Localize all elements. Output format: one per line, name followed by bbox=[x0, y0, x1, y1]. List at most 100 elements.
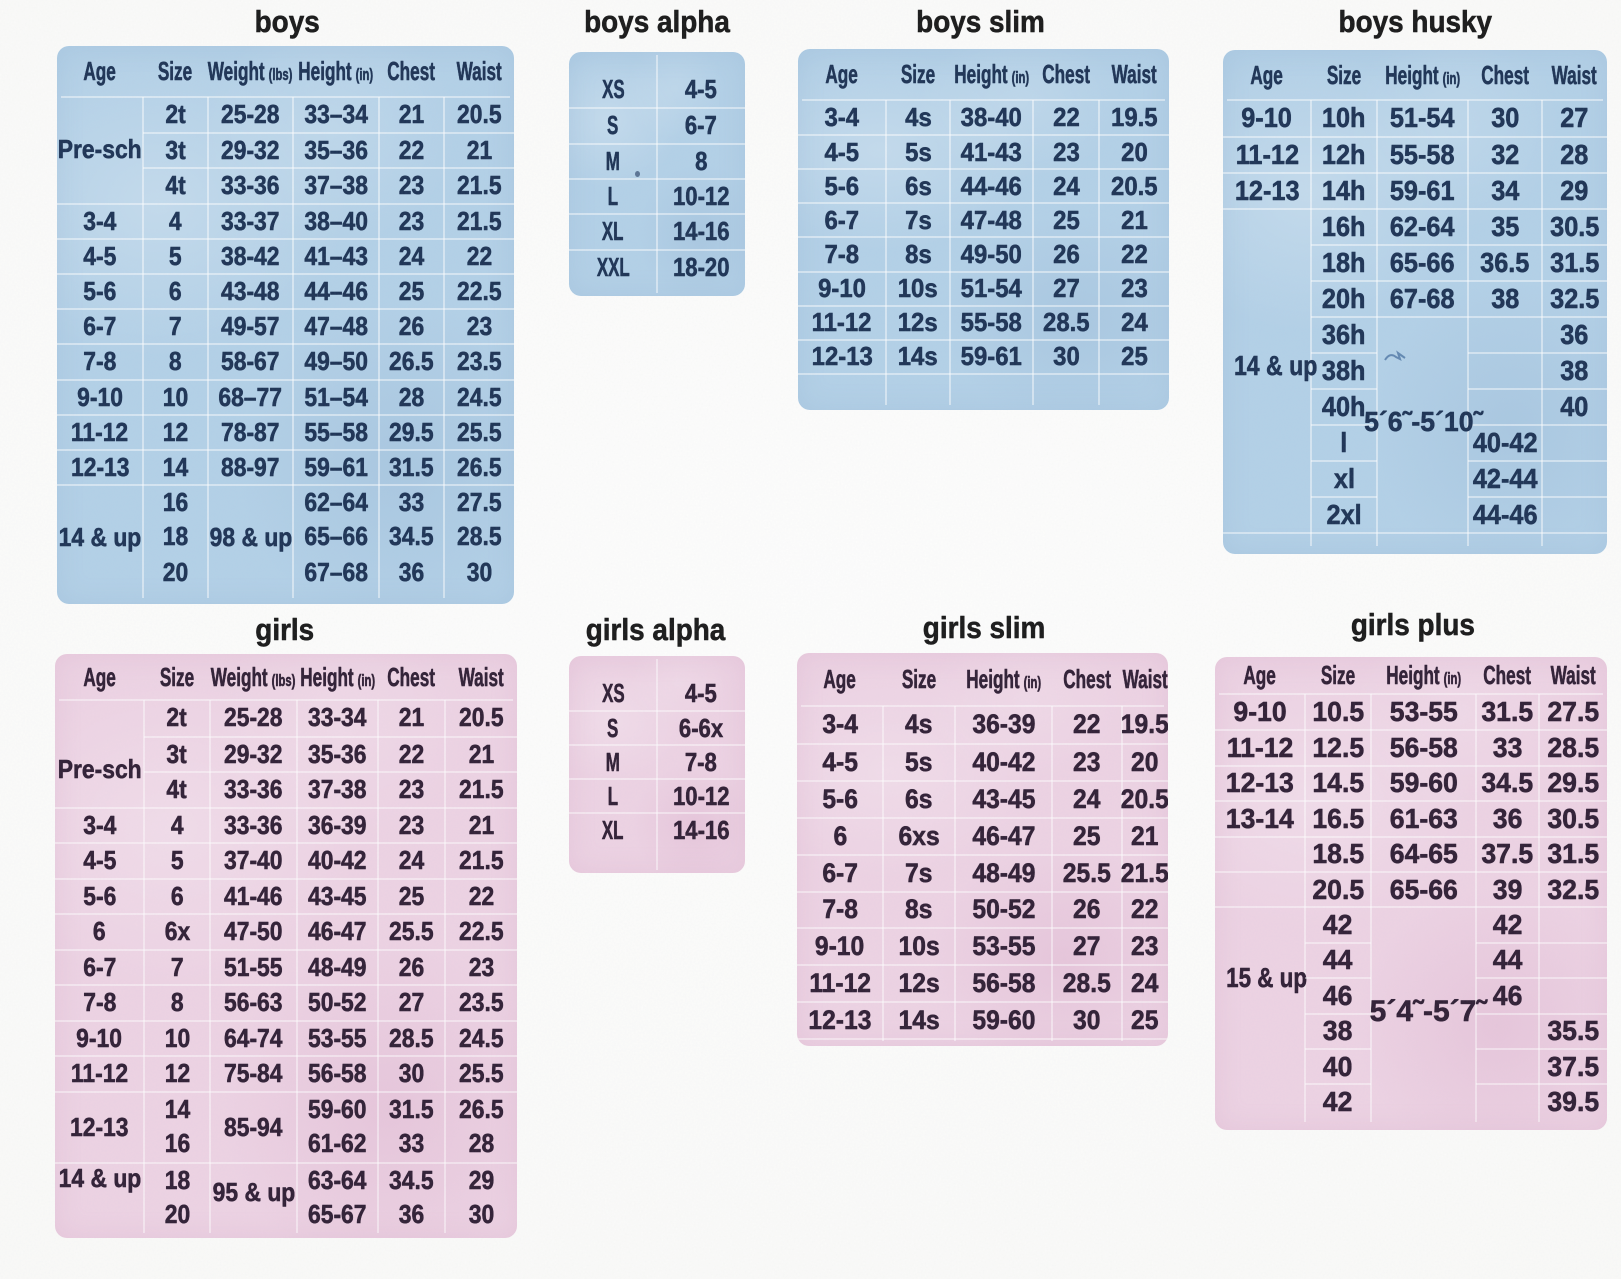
table-cell: 26.5 bbox=[444, 449, 514, 484]
cell-value: 36h bbox=[1322, 319, 1366, 350]
column-header-label: Height bbox=[1385, 59, 1439, 90]
cell-value: 14 bbox=[164, 1093, 190, 1124]
table-cell: 31.5 bbox=[378, 1090, 445, 1127]
table-cell: 4-5 bbox=[657, 676, 745, 710]
table-cell: 58-67 bbox=[208, 343, 293, 378]
table-cell: 25 bbox=[378, 877, 445, 914]
cell-value: 40 bbox=[1323, 1050, 1353, 1082]
table-cell: 18 bbox=[143, 519, 208, 554]
table-cell: 36-39 bbox=[955, 706, 1052, 743]
cell-value: 33-34 bbox=[308, 702, 367, 733]
cell-value: 51-55 bbox=[224, 951, 283, 982]
cell-value: 6 bbox=[93, 916, 106, 947]
table-cell: 48-49 bbox=[955, 853, 1052, 891]
table-cell: 31.5 bbox=[1542, 244, 1607, 280]
cell-value: 14h bbox=[1322, 175, 1366, 206]
cell-value: 9-10 bbox=[815, 931, 865, 962]
cell-value: 14 & up bbox=[1234, 350, 1318, 381]
column-header-text: Height (in) bbox=[1386, 660, 1461, 691]
table-cell: 6-7 bbox=[57, 308, 143, 343]
table-cell: 25 bbox=[1052, 816, 1122, 854]
column-header-text: Waist bbox=[1550, 660, 1595, 691]
table-cell: 12-13 bbox=[55, 1090, 144, 1162]
table-cell: 23 bbox=[379, 167, 444, 202]
table-cell: 4s bbox=[883, 706, 955, 743]
cell-value: 59-60 bbox=[1389, 767, 1458, 799]
table-cell: 21.5 bbox=[444, 167, 514, 202]
cell-value: L bbox=[607, 780, 619, 811]
cell-value: 49–50 bbox=[304, 346, 368, 377]
table-cell: 38 bbox=[1542, 352, 1607, 388]
column-header-text: Height (in) bbox=[966, 664, 1041, 695]
cell-value: 27 bbox=[398, 987, 425, 1018]
cell-value: 3-4 bbox=[82, 809, 117, 840]
table-cell: 25 bbox=[1122, 1001, 1168, 1038]
cell-value: 23 bbox=[1131, 931, 1159, 962]
column-header-label: Height bbox=[1386, 660, 1440, 690]
cell-value: 24 bbox=[398, 240, 425, 271]
cell-value: 9-10 bbox=[1233, 695, 1287, 727]
column-header-text: Age bbox=[1244, 660, 1277, 691]
cell-value: 6-7 bbox=[822, 857, 858, 888]
table-cell: 21.5 bbox=[445, 771, 517, 807]
table-cell: 29.5 bbox=[1539, 764, 1607, 800]
cell-value: 14s bbox=[898, 341, 938, 372]
cell-value: 23 bbox=[1120, 273, 1148, 304]
table-cell: 32 bbox=[1468, 136, 1542, 172]
column-header-label: Height bbox=[300, 661, 354, 692]
spacer-cell bbox=[1033, 372, 1099, 410]
cell-value: 22.5 bbox=[456, 276, 502, 307]
table-cell: 4-5 bbox=[798, 134, 886, 168]
cell-value: 35-36 bbox=[308, 738, 367, 769]
table-cell: 14-16 bbox=[657, 812, 745, 846]
table-cell: 10-12 bbox=[657, 177, 745, 213]
cell-value: 27.5 bbox=[1547, 695, 1599, 727]
cell-value: 31.5 bbox=[1549, 247, 1600, 278]
cell-value: 20 bbox=[162, 556, 189, 587]
table-cell: 8s bbox=[883, 890, 955, 928]
cell-value: 3-4 bbox=[83, 205, 117, 236]
cell-value: 4-5 bbox=[685, 74, 717, 105]
table-cell: 2t bbox=[143, 97, 208, 132]
cell-value: 22 bbox=[466, 240, 492, 271]
table-cell: 75-84 bbox=[210, 1055, 297, 1091]
table-cell: 24 bbox=[378, 842, 445, 878]
cell-value: 21 bbox=[468, 809, 494, 840]
cell-value: 32.5 bbox=[1547, 873, 1599, 905]
cell-value: 65-67 bbox=[308, 1199, 367, 1230]
cell-value: 14-16 bbox=[672, 814, 730, 845]
table-cell: 39.5 bbox=[1539, 1083, 1607, 1118]
table-cell: 23 bbox=[379, 202, 444, 238]
cell-value: 9-10 bbox=[77, 381, 123, 412]
cell-value: 36.5 bbox=[1480, 247, 1530, 278]
table-cell: 6-7 bbox=[798, 202, 886, 236]
table-cell: 35–36 bbox=[293, 132, 379, 167]
table-cell: 29 bbox=[445, 1161, 517, 1198]
table-cell: 11-12 bbox=[797, 964, 883, 1001]
cell-value: S bbox=[607, 110, 619, 141]
table-cell: 42 bbox=[1305, 906, 1371, 941]
cell-value: 22 bbox=[1131, 894, 1159, 925]
table-cell: XS bbox=[569, 676, 657, 710]
table-cell: 36 bbox=[1542, 316, 1607, 352]
table-cell: 40 bbox=[1305, 1048, 1371, 1083]
table-cell: 21.5 bbox=[444, 202, 514, 238]
table-cell: 11-12 bbox=[55, 1055, 144, 1091]
table-cell: 26 bbox=[1033, 236, 1099, 270]
table-cell: 26.5 bbox=[445, 1090, 517, 1127]
column-header-label: Size bbox=[1320, 660, 1356, 690]
table-cell: 43-48 bbox=[208, 273, 293, 308]
table-cell: 10 bbox=[143, 378, 208, 414]
column-header-text: Age bbox=[83, 661, 116, 693]
table-cell: 21.5 bbox=[445, 842, 517, 878]
table-title-boys-husky: boys husky bbox=[1155, 0, 1621, 44]
cell-value: 4 bbox=[169, 205, 182, 236]
cell-value: 10.5 bbox=[1312, 695, 1364, 727]
cell-value: 25.5 bbox=[456, 416, 502, 447]
table-cell: 35 bbox=[1468, 208, 1542, 244]
table-cell: 4t bbox=[143, 167, 208, 202]
size-table-boys: Age Size Weight (lbs) Height (in) Chest Waist Pr… bbox=[57, 46, 514, 604]
table-cell: 12-13 bbox=[1215, 764, 1305, 800]
cell-value: 6 bbox=[170, 880, 184, 911]
